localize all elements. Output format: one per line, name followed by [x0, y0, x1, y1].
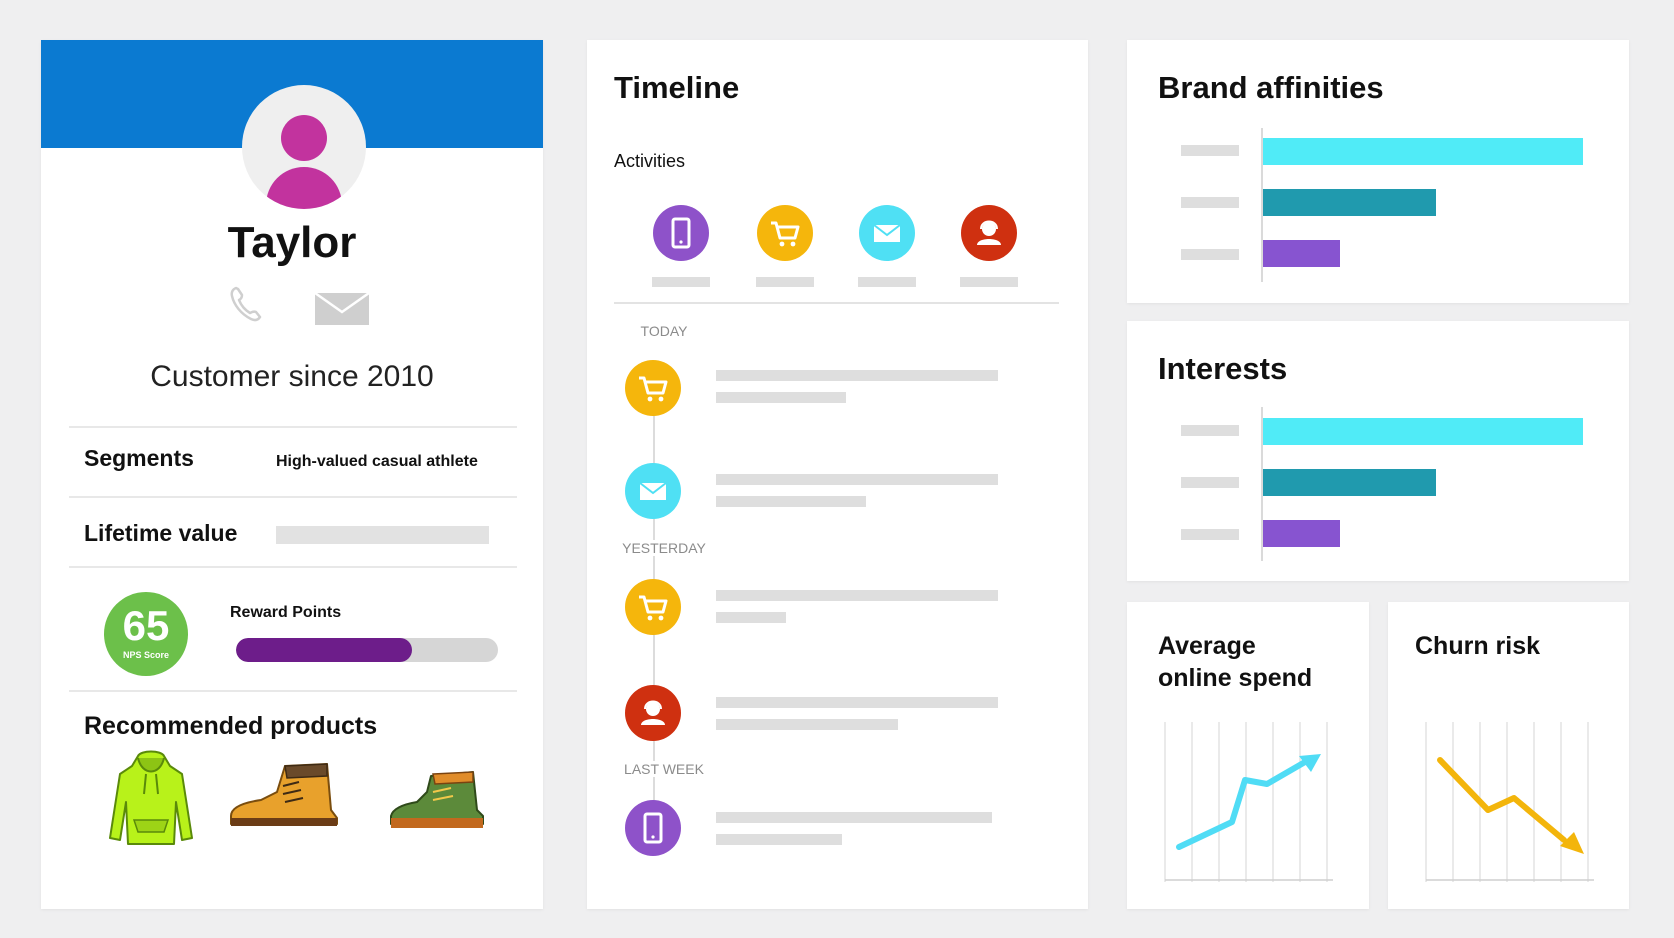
recommended-products-title: Recommended products: [84, 712, 378, 740]
brand-affinities-card: Brand affinities: [1127, 40, 1629, 303]
activity-label-placeholder: [858, 277, 916, 287]
reward-points-fill: [236, 638, 412, 662]
entry-text-placeholder: [716, 612, 786, 623]
churn-trend-chart[interactable]: [1388, 712, 1629, 892]
section-today: TODAY: [614, 323, 714, 339]
reward-points-label: Reward Points: [230, 604, 342, 621]
bar-axis: [1261, 128, 1263, 282]
segments-value: High-valued casual athlete: [276, 453, 478, 470]
timeline-card: Timeline Activities TODAY YESTERDAY LAST…: [587, 40, 1088, 909]
section-yesterday: YESTERDAY: [614, 540, 714, 556]
nps-score-caption: NPS Score: [122, 650, 170, 660]
divider: [69, 496, 517, 498]
section-last-week: LAST WEEK: [614, 761, 714, 777]
nps-score-value: 65: [122, 602, 170, 649]
divider: [69, 566, 517, 568]
timeline-entry-phone[interactable]: [625, 800, 681, 856]
lifetime-value-label: Lifetime value: [84, 520, 238, 546]
interests-card: Interests: [1127, 321, 1629, 581]
entry-text-placeholder: [716, 474, 998, 485]
reward-points-bar: [236, 638, 498, 662]
customer-since: Customer since 2010: [150, 360, 434, 393]
title-line: Average: [1158, 632, 1256, 660]
churn-risk-title: Churn risk: [1415, 632, 1541, 660]
cart-icon: [771, 221, 800, 247]
entry-text-placeholder: [716, 812, 992, 823]
churn-trend-line: [1437, 757, 1567, 843]
average-online-spend-title: Average online spend: [1158, 630, 1312, 694]
interest-bar[interactable]: [1263, 520, 1340, 547]
average-online-spend-card: Average online spend: [1127, 602, 1369, 909]
avatar-body-icon: [266, 167, 342, 209]
customer-name: Taylor: [227, 218, 357, 267]
activity-phone-filter[interactable]: [653, 205, 709, 261]
down-arrow-icon: [1560, 832, 1584, 854]
category-label-placeholder: [1181, 529, 1239, 540]
mail-icon[interactable]: [314, 292, 370, 326]
mail-icon: [639, 482, 667, 500]
divider: [69, 426, 517, 428]
title-line: online spend: [1158, 664, 1313, 692]
cart-icon: [639, 376, 668, 402]
bar-axis: [1261, 407, 1263, 561]
spend-trend-chart[interactable]: [1127, 712, 1369, 892]
customer-profile-card: Taylor Customer since 2010 Segments High…: [41, 40, 543, 909]
activity-cart-filter[interactable]: [757, 205, 813, 261]
divider: [69, 690, 517, 692]
entry-text-placeholder: [716, 370, 998, 381]
timeline-divider: [614, 302, 1059, 304]
interest-bar[interactable]: [1263, 469, 1436, 496]
interest-bar[interactable]: [1263, 418, 1583, 445]
timeline-entry-cart[interactable]: [625, 579, 681, 635]
category-label-placeholder: [1181, 477, 1239, 488]
category-label-placeholder: [1181, 425, 1239, 436]
phone-icon: [643, 812, 663, 844]
activities-label: Activities: [614, 151, 686, 171]
activity-label-placeholder: [756, 277, 814, 287]
segments-label: Segments: [84, 445, 194, 471]
entry-text-placeholder: [716, 697, 998, 708]
entry-text-placeholder: [716, 834, 842, 845]
entry-text-placeholder: [716, 496, 866, 507]
interests-title: Interests: [1158, 351, 1288, 386]
phone-icon: [671, 217, 691, 249]
brand-affinity-bar[interactable]: [1263, 138, 1583, 165]
hoodie-product[interactable]: [108, 750, 194, 846]
agent-icon: [977, 220, 1001, 245]
avatar[interactable]: [242, 85, 366, 209]
timeline-title: Timeline: [614, 70, 740, 105]
activity-mail-filter[interactable]: [859, 205, 915, 261]
entry-text-placeholder: [716, 590, 998, 601]
work-boot-product[interactable]: [227, 762, 345, 830]
activity-agent-filter[interactable]: [961, 205, 1017, 261]
category-label-placeholder: [1181, 249, 1239, 260]
activity-label-placeholder: [960, 277, 1018, 287]
brand-affinities-title: Brand affinities: [1158, 70, 1384, 105]
timeline-entry-agent[interactable]: [625, 685, 681, 741]
hiking-boot-product[interactable]: [387, 770, 487, 832]
spend-trend-line: [1176, 759, 1308, 850]
entry-text-placeholder: [716, 392, 846, 403]
churn-risk-card: Churn risk: [1388, 602, 1629, 909]
timeline-entry-cart[interactable]: [625, 360, 681, 416]
category-label-placeholder: [1181, 197, 1239, 208]
timeline-entry-mail[interactable]: [625, 463, 681, 519]
mail-icon: [873, 224, 901, 242]
up-arrow-icon: [1299, 754, 1321, 772]
entry-text-placeholder: [716, 719, 898, 730]
nps-score-badge: 65 NPS Score: [104, 592, 188, 676]
agent-icon: [641, 700, 665, 725]
brand-affinity-bar[interactable]: [1263, 189, 1436, 216]
avatar-head-icon: [281, 115, 327, 161]
cart-icon: [639, 595, 668, 621]
phone-icon[interactable]: [227, 284, 267, 324]
activity-label-placeholder: [652, 277, 710, 287]
brand-affinity-bar[interactable]: [1263, 240, 1340, 267]
category-label-placeholder: [1181, 145, 1239, 156]
lifetime-value-placeholder: [276, 526, 489, 544]
